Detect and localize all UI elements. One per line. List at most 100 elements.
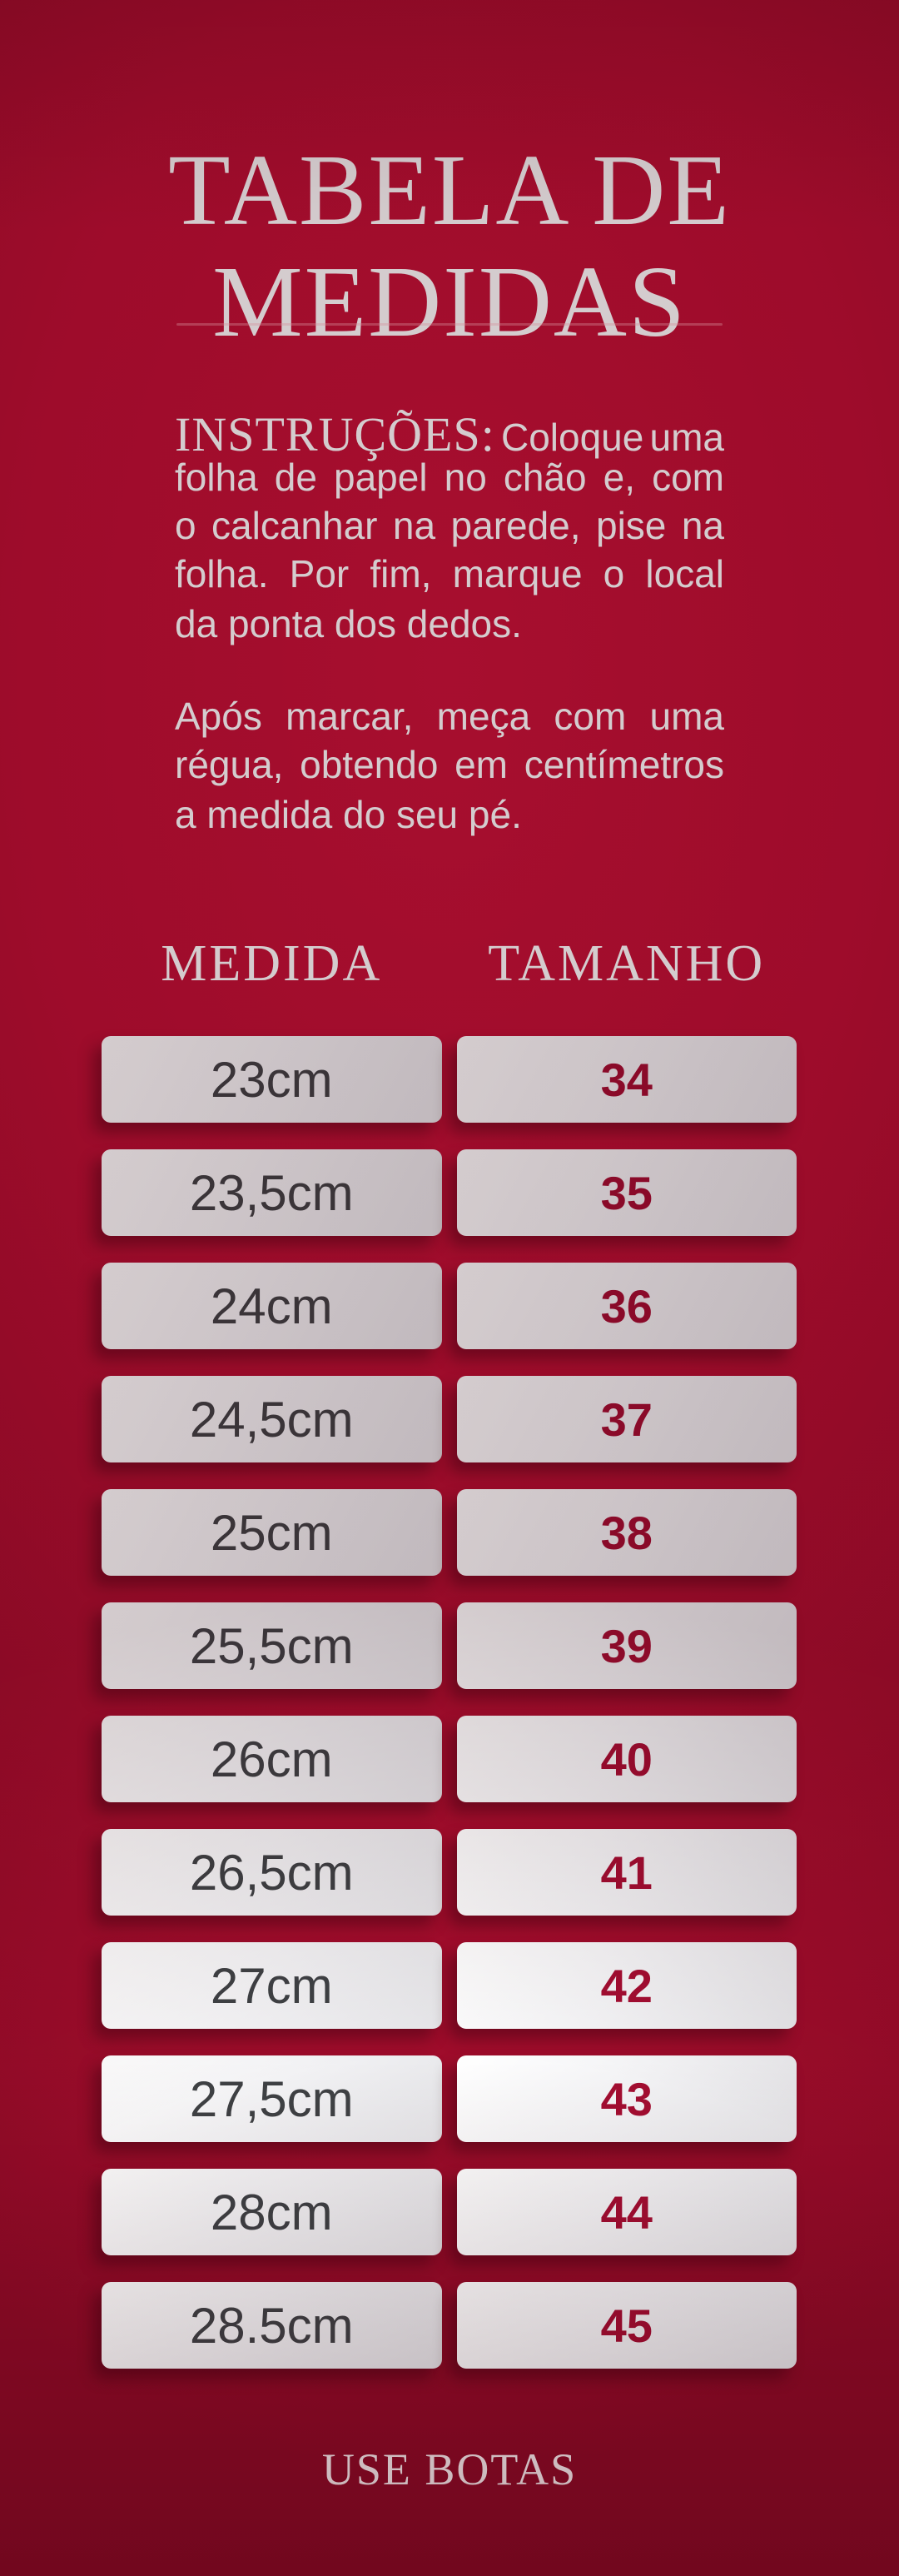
measure-value: 24cm: [210, 1278, 333, 1334]
size-value: 37: [600, 1393, 653, 1446]
measure-value: 23cm: [210, 1051, 333, 1108]
table-row: 25,5cm 39: [102, 1602, 797, 1689]
measure-cell: 28cm: [102, 2169, 442, 2255]
size-cell: 44: [456, 2169, 797, 2255]
size-cell: 34: [456, 1036, 797, 1123]
instruction-word: pise: [595, 504, 667, 547]
size-cell: 35: [456, 1149, 797, 1236]
measure-cell: 25cm: [102, 1489, 442, 1576]
size-cell: 40: [456, 1716, 797, 1802]
size-value: 36: [600, 1279, 653, 1333]
measure-cell: 24cm: [102, 1263, 442, 1349]
instruction-line: a medida do seu pé.: [175, 793, 522, 836]
measure-cell: 25,5cm: [102, 1602, 442, 1689]
title-divider: [176, 323, 723, 326]
measure-cell: 26,5cm: [102, 1829, 442, 1916]
size-cell: 38: [456, 1489, 797, 1576]
table-row: 27,5cm 43: [102, 2055, 797, 2142]
page-title-line2: MEDIDAS: [212, 245, 687, 358]
measure-value: 25cm: [210, 1504, 333, 1561]
instruction-word: uma: [649, 695, 724, 738]
column-header-medida: MEDIDA: [161, 935, 383, 992]
measure-value: 28.5cm: [189, 2297, 354, 2354]
measure-cell: 27,5cm: [102, 2055, 442, 2142]
size-cell: 45: [456, 2282, 797, 2369]
size-value: 45: [600, 2299, 653, 2352]
instruction-word: no: [444, 456, 487, 499]
measure-cell: 26cm: [102, 1716, 442, 1802]
instruction-word: na: [392, 504, 436, 547]
size-value: 41: [600, 1846, 653, 1899]
measure-cell: 23,5cm: [102, 1149, 442, 1236]
table-row: 23,5cm 35: [102, 1149, 797, 1236]
measure-value: 28cm: [210, 2184, 333, 2240]
instruction-line: régua, obtendo em centímetros: [175, 742, 724, 790]
size-table-rows: 23cm 34 23,5cm 35 24cm 36 24,5cm 37 25cm 38 25,5cm…: [102, 1036, 797, 2369]
instruction-word: marcar,: [286, 695, 414, 738]
instruction-word: marque: [452, 552, 583, 595]
instruction-word: obtendo: [300, 743, 439, 786]
instruction-word: folha: [175, 456, 258, 499]
instruction-word: Por: [289, 552, 350, 595]
instruction-word: de: [274, 456, 317, 499]
instruction-word: Coloque: [500, 416, 644, 459]
measure-value: 26cm: [210, 1731, 333, 1787]
instructions-paragraph-2: Após marcar, meça com uma régua, obtendo em cent…: [175, 694, 724, 839]
size-value: 39: [600, 1619, 653, 1672]
measure-cell: 27cm: [102, 1942, 442, 2029]
instruction-word: em: [454, 743, 508, 786]
instruction-word: Após: [175, 695, 262, 738]
measure-cell: 23cm: [102, 1036, 442, 1123]
size-cell: 36: [456, 1263, 797, 1349]
instruction-word: régua,: [175, 743, 284, 786]
table-row: 24,5cm 37: [102, 1376, 797, 1462]
size-value: 34: [600, 1053, 653, 1106]
instruction-line: da ponta dos dedos.: [175, 602, 522, 645]
instruction-word: calcanhar: [211, 504, 378, 547]
instruction-line: Após marcar, meça com uma: [175, 694, 724, 742]
brand-footer: USE BOTAS: [321, 2444, 578, 2494]
table-row: 28.5cm 45: [102, 2282, 797, 2369]
table-column-headers: MEDIDA TAMANHO: [102, 934, 797, 994]
instructions-label: INSTRUÇÕES:: [175, 407, 495, 461]
measure-value: 23,5cm: [189, 1164, 354, 1221]
instruction-word: na: [681, 504, 724, 547]
table-row: 28cm 44: [102, 2169, 797, 2255]
instruction-word: uma: [649, 416, 724, 459]
instruction-word: com: [652, 456, 724, 499]
instruction-word: o: [603, 552, 625, 595]
page-title: TABELA DE MEDIDAS: [0, 133, 899, 358]
measure-value: 27cm: [210, 1957, 333, 2014]
size-cell: 43: [456, 2055, 797, 2142]
size-value: 38: [600, 1506, 653, 1559]
instruction-line: folha de papel no chão e, com: [175, 455, 724, 503]
instruction-word: local: [645, 552, 724, 595]
instructions-paragraph-1: INSTRUÇÕES: Coloque uma folha de papel no chão e…: [175, 406, 724, 648]
instruction-word: meça: [436, 695, 531, 738]
instruction-word: o: [175, 504, 196, 547]
size-cell: 42: [456, 1942, 797, 2029]
column-header-tamanho: TAMANHO: [488, 935, 766, 992]
table-row: 25cm 38: [102, 1489, 797, 1576]
instruction-word: e,: [603, 456, 636, 499]
measure-cell: 28.5cm: [102, 2282, 442, 2369]
instruction-word: parede,: [450, 504, 581, 547]
page-title-line1: TABELA DE: [168, 133, 731, 247]
instruction-line: o calcanhar na parede, pise na: [175, 503, 724, 551]
size-cell: 41: [456, 1829, 797, 1916]
table-row: 24cm 36: [102, 1263, 797, 1349]
instructions: INSTRUÇÕES: Coloque uma folha de papel no chão e…: [175, 406, 724, 839]
size-value: 35: [600, 1166, 653, 1219]
measure-cell: 24,5cm: [102, 1376, 442, 1462]
instruction-word: papel: [334, 456, 428, 499]
table-row: 26cm 40: [102, 1716, 797, 1802]
instruction-line: folha. Por fim, marque o local: [175, 551, 724, 600]
table-row: 23cm 34: [102, 1036, 797, 1123]
measure-value: 24,5cm: [189, 1391, 354, 1447]
instruction-word: centímetros: [524, 743, 724, 786]
measure-value: 27,5cm: [189, 2070, 354, 2127]
instruction-word: chão: [503, 456, 587, 499]
size-value: 44: [600, 2185, 653, 2239]
measure-value: 26,5cm: [189, 1844, 354, 1901]
